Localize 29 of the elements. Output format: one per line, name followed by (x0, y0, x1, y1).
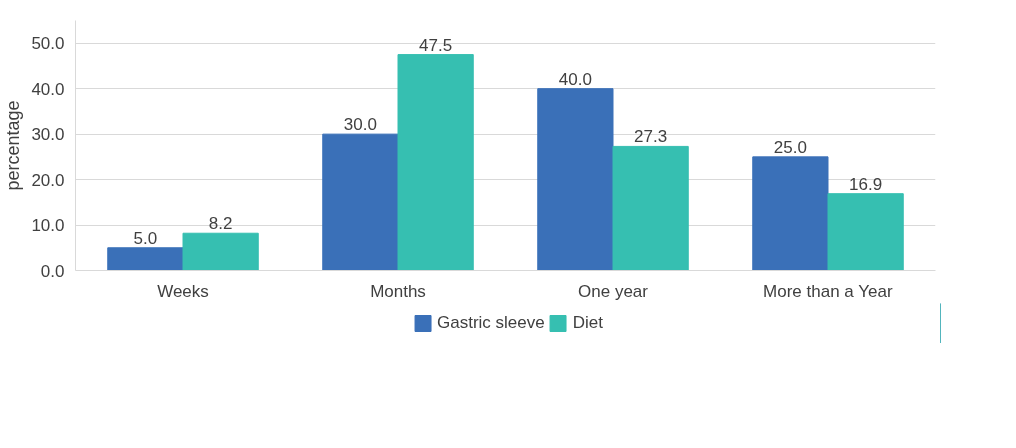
data-label: 8.2 (208, 214, 233, 234)
bar (107, 247, 184, 271)
y-tick-label: 50.0 (31, 34, 65, 54)
data-label: 30.0 (343, 115, 377, 135)
bar (537, 88, 614, 271)
data-label: 16.9 (849, 174, 883, 194)
bar (322, 133, 399, 271)
legend-label: Gastric sleeve (437, 313, 545, 333)
bar (612, 145, 689, 271)
x-tick-label: One year (578, 281, 649, 301)
x-tick-label: Weeks (157, 281, 209, 301)
x-tick-label: More than a Year (763, 281, 893, 301)
y-axis-title: percentage (3, 100, 24, 191)
data-label: 47.5 (419, 35, 453, 55)
bar (397, 54, 474, 271)
bar (182, 232, 259, 271)
x-tick-label: Months (370, 281, 426, 301)
data-label: 5.0 (133, 228, 158, 248)
y-tick-label: 0.0 (40, 261, 65, 281)
data-label: 27.3 (634, 127, 668, 147)
bar (827, 193, 904, 271)
data-label: 25.0 (773, 137, 807, 157)
data-label: 40.0 (558, 69, 592, 89)
legend-label: Diet (572, 313, 603, 333)
y-tick-label: 30.0 (31, 125, 65, 145)
y-tick-label: 20.0 (31, 170, 65, 190)
y-tick-label: 10.0 (31, 216, 65, 236)
y-tick-label: 40.0 (31, 79, 65, 99)
bar (752, 156, 829, 271)
